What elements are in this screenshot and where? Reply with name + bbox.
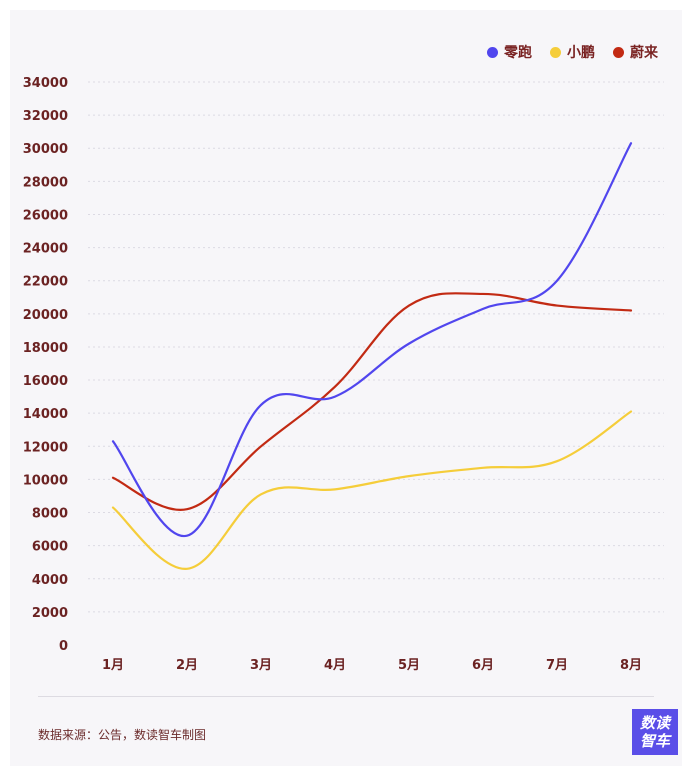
y-tick-label: 16000 (23, 374, 68, 389)
y-tick-label: 24000 (23, 242, 68, 257)
y-tick-label: 4000 (32, 573, 68, 588)
legend-dot-icon (613, 46, 624, 58)
y-tick-label: 14000 (23, 407, 68, 422)
legend-dot-icon (487, 46, 498, 58)
y-tick-label: 8000 (32, 507, 68, 522)
data-source-text: 数据来源：公告，数读智车制图 (38, 728, 207, 742)
y-tick-label: 26000 (23, 208, 68, 223)
y-tick-label: 6000 (32, 540, 68, 555)
x-tick-label: 7月 (546, 658, 568, 673)
y-tick-label: 2000 (32, 606, 68, 621)
footer-divider (38, 696, 654, 697)
legend-label: 零跑 (504, 45, 532, 61)
y-tick-label: 28000 (23, 175, 68, 190)
x-tick-label: 3月 (250, 658, 272, 673)
legend-item-xiaopeng[interactable]: 小鹏 (550, 42, 595, 62)
legend: 零跑 小鹏 蔚来 (487, 42, 658, 62)
y-tick-label: 34000 (23, 76, 68, 91)
series-line-xiaopeng (111, 410, 633, 570)
legend-item-lingpao[interactable]: 零跑 (487, 42, 532, 62)
legend-dot-icon (550, 46, 561, 58)
legend-label: 蔚来 (630, 45, 658, 61)
x-tick-label: 8月 (620, 658, 642, 673)
y-tick-label: 22000 (23, 275, 68, 290)
y-tick-label: 12000 (23, 440, 68, 455)
x-tick-label: 5月 (398, 658, 420, 673)
legend-item-weilai[interactable]: 蔚来 (613, 42, 658, 62)
y-tick-label: 32000 (23, 109, 68, 124)
x-tick-label: 6月 (472, 658, 494, 673)
logo-line-1: 数读 (639, 714, 670, 732)
chart-card: 0 2000 4000 6000 8000 10000 12000 14000 16000 180… (10, 10, 682, 766)
brand-logo: 数读 智车 (632, 709, 678, 755)
x-tick-label: 4月 (324, 658, 346, 673)
y-tick-label: 18000 (23, 341, 68, 356)
series-line-lingpao (111, 142, 633, 537)
y-tick-label: 10000 (23, 473, 68, 488)
legend-label: 小鹏 (567, 45, 595, 61)
x-tick-label: 1月 (102, 658, 124, 673)
series-line-weilai (111, 292, 633, 511)
y-tick-label: 30000 (23, 142, 68, 157)
logo-line-2: 智车 (639, 732, 670, 750)
x-tick-label: 2月 (176, 658, 198, 673)
y-tick-label: 20000 (23, 308, 68, 323)
line-chart: 0 2000 4000 6000 8000 10000 12000 14000 16000 180… (23, 76, 664, 673)
y-tick-label: 0 (59, 639, 68, 654)
